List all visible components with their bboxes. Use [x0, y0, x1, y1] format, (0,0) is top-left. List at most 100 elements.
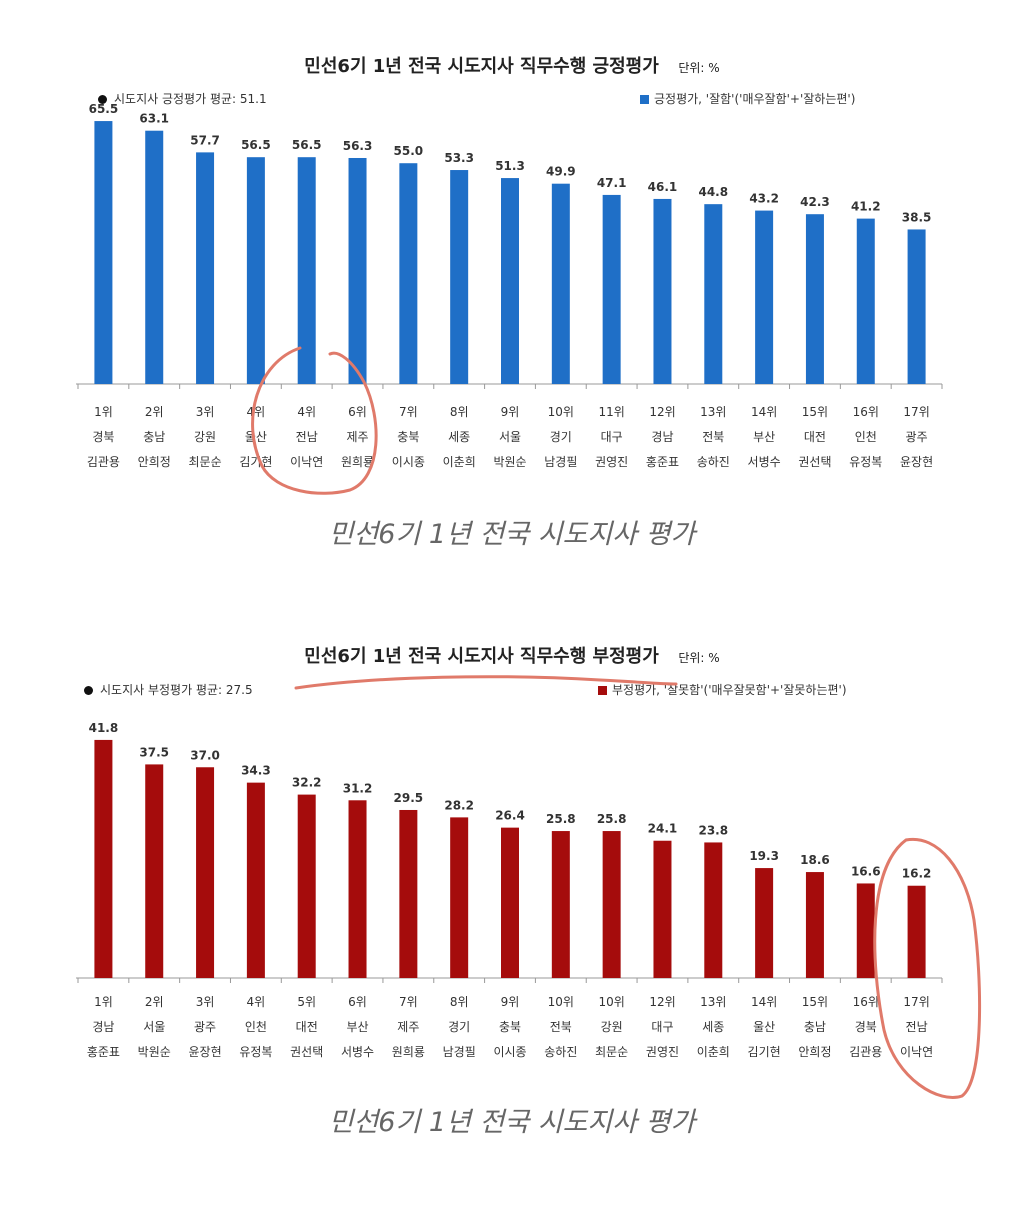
bar — [551, 183, 570, 384]
chart-title-row: 민선6기 1년 전국 시도지사 직무수행 긍정평가 단위: % — [0, 52, 1024, 78]
rank-label: 8위 — [450, 995, 469, 1009]
bar — [348, 157, 367, 384]
region-label: 충북 — [499, 1020, 521, 1034]
image-caption: 민선6기 1년 전국 시도지사 평가 — [328, 519, 696, 550]
bar-value-label: 56.3 — [343, 139, 373, 153]
bar — [755, 210, 774, 384]
bar — [602, 194, 621, 384]
bar — [399, 809, 418, 978]
rank-label: 10위 — [548, 405, 574, 419]
governor-name-label: 권선택 — [798, 455, 831, 469]
governor-name-label: 홍준표 — [646, 455, 679, 469]
region-label: 충남 — [143, 430, 165, 444]
region-label: 충북 — [397, 430, 419, 444]
region-label: 경남 — [92, 1020, 114, 1034]
rank-label: 15위 — [802, 995, 828, 1009]
governor-name-label: 김기현 — [239, 455, 272, 469]
region-label: 전남 — [296, 430, 318, 444]
governor-name-label: 남경필 — [544, 455, 577, 469]
governor-name-label: 이낙연 — [900, 1045, 933, 1059]
bar — [501, 178, 519, 384]
region-label: 제주 — [397, 1020, 419, 1034]
region-label: 광주 — [906, 430, 928, 444]
bar — [704, 204, 723, 384]
series-swatch-icon — [640, 95, 649, 104]
bar-value-label: 31.2 — [343, 781, 373, 795]
image-caption: 민선6기 1년 전국 시도지사 평가 — [328, 1107, 696, 1138]
bar — [653, 840, 672, 978]
positive-evaluation-chart: 민선6기 1년 전국 시도지사 직무수행 긍정평가 단위: % 시도지사 긍정평… — [0, 0, 1024, 600]
bar — [450, 817, 469, 978]
governor-name-label: 남경필 — [443, 1045, 476, 1059]
region-label: 인천 — [245, 1019, 267, 1034]
governor-name-label: 권영진 — [595, 455, 628, 469]
region-label: 세종 — [702, 1020, 724, 1034]
bar-value-label: 24.1 — [648, 822, 678, 836]
bar-value-label: 25.8 — [546, 812, 576, 826]
rank-label: 6위 — [348, 405, 367, 419]
rank-label: 4위 — [247, 405, 266, 419]
governor-name-label: 서병수 — [341, 1045, 374, 1059]
rank-label: 7위 — [399, 995, 418, 1009]
rank-label: 5위 — [297, 995, 316, 1009]
average-legend-text: 시도지사 긍정평가 평균: 51.1 — [114, 92, 267, 106]
rank-label: 13위 — [700, 405, 726, 419]
bar-value-label: 19.3 — [749, 849, 779, 863]
region-label: 전북 — [702, 430, 724, 444]
chart-title: 민선6기 1년 전국 시도지사 직무수행 부정평가 — [304, 646, 659, 667]
rank-label: 16위 — [853, 995, 879, 1009]
rank-label: 12위 — [649, 405, 675, 419]
governor-name-label: 이춘희 — [697, 1045, 730, 1059]
region-label: 광주 — [194, 1020, 216, 1034]
rank-label: 9위 — [501, 995, 520, 1009]
bar-value-label: 51.3 — [495, 159, 525, 173]
governor-name-label: 안희정 — [798, 1045, 831, 1059]
rank-label: 11위 — [598, 405, 624, 419]
bar — [551, 831, 570, 978]
bar — [501, 827, 519, 978]
region-label: 강원 — [601, 1020, 623, 1034]
bar-value-label: 37.5 — [139, 745, 169, 759]
bullet-icon — [98, 95, 107, 104]
bar — [805, 872, 824, 978]
region-label: 세종 — [448, 430, 470, 444]
bar — [805, 214, 824, 384]
region-label: 경기 — [550, 430, 572, 444]
governor-name-label: 이시종 — [493, 1045, 526, 1059]
bar — [653, 198, 672, 384]
bar-value-label: 32.2 — [292, 776, 322, 790]
rank-label: 1위 — [94, 995, 113, 1009]
bar — [297, 157, 316, 384]
bar-value-label: 26.4 — [495, 809, 525, 823]
region-label: 전북 — [550, 1020, 572, 1034]
bar-value-label: 23.8 — [698, 823, 728, 837]
bar-value-label: 18.6 — [800, 853, 830, 867]
governor-name-label: 유정복 — [849, 455, 882, 469]
rank-label: 9위 — [501, 405, 520, 419]
governor-name-label: 이춘희 — [443, 455, 476, 469]
bar-value-label: 47.1 — [597, 176, 627, 190]
bar-value-label: 34.3 — [241, 764, 271, 778]
bar — [704, 842, 723, 978]
bar-value-label: 16.2 — [902, 867, 932, 881]
rank-label: 2위 — [145, 405, 164, 419]
bar-value-label: 41.8 — [89, 721, 119, 735]
series-swatch-icon — [598, 686, 607, 695]
region-label: 울산 — [245, 430, 267, 444]
rank-label: 7위 — [399, 405, 418, 419]
region-label: 대구 — [651, 1020, 673, 1034]
bar-value-label: 44.8 — [698, 185, 728, 199]
governor-name-label: 이낙연 — [290, 455, 323, 469]
average-legend-text: 시도지사 부정평가 평균: 27.5 — [100, 683, 253, 697]
governor-name-label: 이시종 — [392, 455, 425, 469]
governor-name-label: 원희룡 — [392, 1045, 425, 1059]
series-legend: 긍정평가, '잘함'('매우잘함'+'잘하는편') — [640, 90, 855, 107]
bar-value-label: 42.3 — [800, 195, 830, 209]
bar — [755, 868, 774, 978]
governor-name-label: 홍준표 — [87, 1045, 120, 1059]
governor-name-label: 박원순 — [493, 455, 526, 469]
bar — [856, 218, 875, 384]
bar-value-label: 57.7 — [190, 133, 220, 147]
bar-value-label: 63.1 — [139, 112, 169, 126]
bar-value-label: 29.5 — [394, 791, 424, 805]
